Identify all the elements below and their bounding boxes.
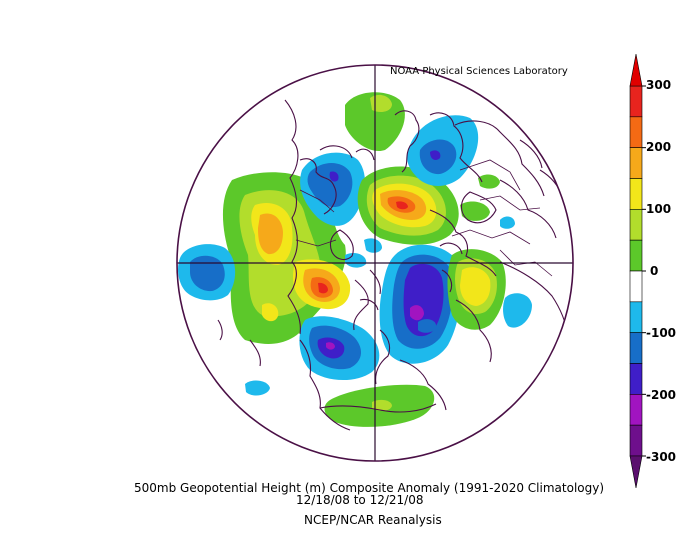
anomaly-shading xyxy=(178,92,532,427)
credit-label: NOAA Physical Sciences Laboratory xyxy=(390,66,568,77)
globe-outline xyxy=(176,64,574,462)
colorbar-segment xyxy=(629,147,643,179)
colorbar-segment xyxy=(629,424,643,457)
colorbar-tick-label: -100 xyxy=(646,326,677,340)
colorbar xyxy=(629,53,646,489)
colorbar-segment xyxy=(629,270,643,303)
figure-caption-source: NCEP/NCAR Reanalysis xyxy=(304,513,442,527)
figure-caption-title: 500mb Geopotential Height (m) Composite … xyxy=(134,481,605,495)
colorbar-tick-label: 0 xyxy=(650,264,659,278)
colorbar-tick-label: 200 xyxy=(646,140,672,154)
colorbar-segment xyxy=(629,301,643,333)
coastlines xyxy=(217,99,569,431)
colorbar-over-arrow xyxy=(629,53,643,87)
colorbar-segment xyxy=(629,394,643,426)
colorbar-segment xyxy=(629,363,643,395)
figure-caption-dates: 12/18/08 to 12/21/08 xyxy=(296,493,424,507)
colorbar-segment xyxy=(629,209,643,241)
colorbar-tick-label: -300 xyxy=(646,450,677,464)
map-frame xyxy=(176,64,574,462)
colorbar-tick-label: 100 xyxy=(646,202,672,216)
colorbar-tick-label: -200 xyxy=(646,388,677,402)
colorbar-segment xyxy=(629,116,643,148)
colorbar-segment xyxy=(629,239,643,272)
colorbar-under-arrow xyxy=(629,455,643,489)
colorbar-tick-label: 300 xyxy=(646,78,672,92)
colorbar-segment xyxy=(629,178,643,210)
colorbar-segment xyxy=(629,85,643,118)
colorbar-segment xyxy=(629,332,643,364)
